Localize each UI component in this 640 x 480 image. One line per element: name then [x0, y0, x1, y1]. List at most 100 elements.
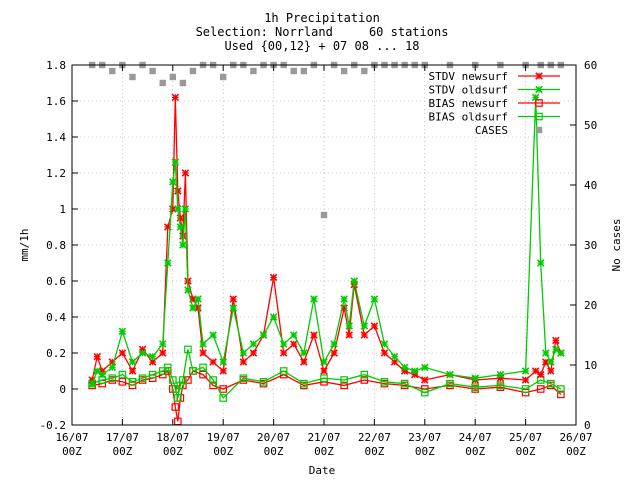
series-1-point-41 — [410, 367, 419, 375]
y-tick-label-9: 1.6 — [46, 95, 66, 108]
series-0-point-11 — [171, 93, 180, 102]
series-3-point-16 — [199, 363, 207, 372]
series-1-point-21 — [219, 358, 227, 366]
series-2-point-24 — [340, 381, 348, 390]
series-3-point-27 — [400, 379, 409, 388]
series-3-point-32 — [521, 385, 530, 393]
series-4-point-13 — [220, 73, 227, 81]
series-1-point-24 — [249, 340, 258, 348]
series-3-point-2 — [108, 374, 117, 383]
series-0-point-24 — [249, 349, 258, 357]
series-0-point-32 — [330, 349, 338, 357]
series-3-point-13 — [179, 376, 187, 384]
series-1-point-49 — [541, 349, 550, 357]
x-tick-label-hour-1: 00Z — [112, 445, 132, 458]
series-1-point-16 — [184, 286, 192, 294]
series-1-point-26 — [269, 313, 278, 321]
series-4-point-4 — [129, 73, 136, 81]
chart-subtitle-2: Used {00,12} + 07 08 ... 18 — [224, 39, 419, 53]
legend-label-2: BIAS newsurf — [429, 97, 508, 110]
series-3-point-30 — [471, 383, 480, 392]
x-tick-label-date-8: 24/07 — [459, 431, 492, 444]
series-1-point-25 — [259, 331, 268, 339]
series-1-point-40 — [400, 363, 409, 372]
series-0-point-28 — [289, 340, 298, 348]
series-2-point-33 — [536, 385, 545, 393]
series-4-point-21 — [300, 67, 308, 75]
series-1-point-10 — [169, 178, 177, 186]
series-1-point-39 — [390, 352, 399, 361]
y2-tick-label-2: 20 — [584, 299, 597, 312]
series-1-point-19 — [199, 340, 207, 348]
x-axis-label: Date — [309, 464, 336, 477]
series-0-point-29 — [300, 358, 308, 366]
series-3-point-4 — [128, 378, 137, 386]
series-4-point-25 — [340, 67, 348, 75]
series-3-point-24 — [340, 376, 348, 384]
series-0-point-20 — [209, 358, 217, 366]
y2-axis-label: No cases — [610, 219, 623, 272]
x-tick-label-date-5: 21/07 — [307, 431, 340, 444]
y2-tick-label-3: 30 — [584, 239, 597, 252]
legend-marker-4 — [535, 126, 543, 134]
series-3-point-14 — [184, 345, 192, 354]
y-tick-label-0: -0.2 — [40, 419, 67, 432]
series-0-point-5 — [128, 367, 137, 375]
series-1-point-8 — [158, 340, 167, 348]
series-4-point-20 — [290, 67, 297, 75]
series-1-point-38 — [380, 340, 389, 348]
y2-tick-label-5: 50 — [584, 119, 597, 132]
series-0-point-4 — [118, 349, 127, 357]
series-0-point-7 — [148, 358, 157, 366]
series-4-point-6 — [149, 67, 156, 75]
series-0-point-38 — [380, 349, 389, 357]
legend-marker-0 — [535, 72, 543, 80]
x-tick-label-date-7: 23/07 — [408, 431, 441, 444]
series-2-point-10 — [171, 403, 180, 411]
series-4-point-16 — [250, 67, 257, 75]
series-2-point-14 — [184, 376, 192, 384]
series-3-point-18 — [219, 394, 228, 402]
series-1-point-13 — [176, 223, 185, 231]
series-layer — [88, 61, 565, 426]
y-tick-label-6: 1 — [59, 203, 66, 216]
x-tick-label-date-0: 16/07 — [55, 431, 88, 444]
series-1-point-11 — [171, 158, 180, 166]
y-tick-label-8: 1.4 — [46, 131, 66, 144]
series-0-point-21 — [219, 367, 227, 375]
series-1-point-42 — [421, 363, 429, 372]
series-4-point-10 — [189, 67, 197, 75]
legend-marker-2 — [535, 99, 543, 107]
series-1-point-30 — [310, 295, 318, 303]
series-2-point-35 — [557, 390, 565, 399]
series-3-point-11 — [174, 394, 182, 402]
series-0-point-50 — [547, 367, 555, 375]
series-1-point-29 — [300, 349, 308, 357]
series-0-point-19 — [199, 349, 207, 357]
series-0-point-27 — [279, 349, 288, 357]
y-tick-label-3: 0.4 — [46, 311, 66, 324]
series-0-point-51 — [552, 336, 560, 345]
series-1-point-48 — [536, 259, 545, 267]
series-3-point-31 — [496, 381, 505, 390]
y-tick-label-1: 0 — [59, 383, 66, 396]
series-2-point-18 — [219, 385, 228, 393]
series-1-point-7 — [148, 352, 157, 361]
x-tick-label-date-3: 19/07 — [207, 431, 240, 444]
x-tick-label-date-2: 18/07 — [156, 431, 189, 444]
series-4-point-23 — [320, 211, 328, 219]
y-tick-label-7: 1.2 — [46, 167, 66, 180]
series-4-point-7 — [159, 79, 166, 87]
series-1-point-46 — [521, 367, 530, 375]
x-tick-label-hour-9: 00Z — [516, 445, 536, 458]
series-1-point-0 — [88, 379, 96, 388]
series-0-point-23 — [239, 358, 248, 366]
series-1-point-9 — [163, 259, 172, 267]
series-1-point-31 — [320, 358, 328, 366]
x-tick-label-hour-6: 00Z — [364, 445, 384, 458]
x-tick-label-date-9: 25/07 — [509, 431, 542, 444]
x-tick-label-hour-3: 00Z — [213, 445, 233, 458]
x-tick-label-hour-5: 00Z — [314, 445, 334, 458]
series-4-point-27 — [361, 67, 368, 75]
